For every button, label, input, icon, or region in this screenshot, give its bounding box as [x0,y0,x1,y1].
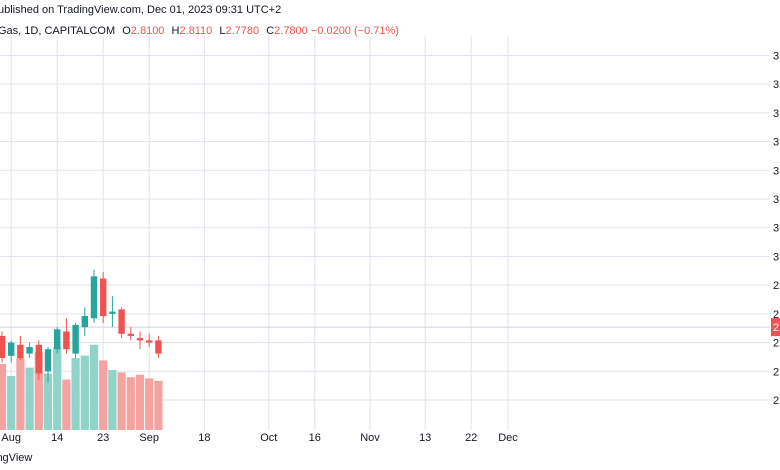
x-tick-label: 22 [465,432,477,444]
volume-bar [135,374,145,430]
candle-body [127,333,134,336]
last-price-label: 2 [773,322,779,334]
x-tick-label: 23 [97,432,109,444]
published-text: ublished on TradingView.com, Dec 01, 202… [0,4,282,16]
volume-bar [108,370,117,430]
y-tick-label: 3 [773,50,779,62]
candle-body [109,311,116,314]
candle-body [26,346,33,354]
volume-bar [62,379,71,430]
x-tick-label: 16 [309,432,321,444]
candle-body [44,349,52,372]
volume-bar [154,380,163,430]
candle-body [8,342,15,356]
high-label: H [171,25,180,37]
last-price-tag [771,318,780,337]
y-tick-label: 3 [773,79,779,91]
candle-body [81,316,88,328]
volume-bar [16,358,25,430]
candle-body [17,344,24,359]
ohlc-legend: Gas, 1D, CAPITALCOM O2.8100 H2.8110 L2.7… [0,25,399,37]
x-tick-label: 18 [198,432,210,444]
x-tick-label: Sep [139,432,159,444]
footer-brand: ingView [0,452,33,464]
volume-bar [0,364,7,430]
candle-body [118,309,125,334]
x-tick-label: 13 [419,432,431,444]
candle-body [146,340,153,343]
volume-bar [7,376,16,430]
volume-bar [71,358,80,430]
y-tick-label: 3 [773,194,779,206]
candle-body [155,340,162,354]
candle-body [90,276,98,319]
y-tick-label: 3 [773,165,779,177]
volume-bar [43,373,53,430]
change-value: −0.0200 (−0.71%) [310,25,399,37]
y-tick-label: 3 [773,137,779,149]
volume-bar [145,378,154,430]
x-tick-label: Dec [498,432,518,444]
low-value: 2.7780 [225,25,260,37]
volume-bar [34,352,43,430]
y-tick-label: 2 [773,395,779,407]
candle-body [0,335,6,359]
volume-bar [53,347,62,430]
volume-bar [117,372,126,430]
close-label: C [266,25,275,37]
candle-body [35,344,42,374]
symbol-label: Gas, 1D, CAPITALCOM [0,25,116,37]
candle-body [136,338,144,341]
x-tick-label: 14 [51,432,63,444]
y-tick-label: 2 [773,366,779,378]
y-tick-label: 3 [773,223,779,235]
low-label: L [219,25,226,37]
volume-bar [80,355,89,430]
x-tick-label: Aug [1,432,21,444]
candle-body [72,324,79,354]
volume-bar [99,360,108,430]
open-value: 2.8100 [130,25,165,37]
open-label: O [122,25,131,37]
x-tick-label: Oct [260,432,277,444]
y-tick-label: 2 [773,280,779,292]
x-tick-label: Nov [360,432,380,444]
volume-bar [89,344,99,430]
volume-bar [126,377,135,430]
candle-body [100,278,107,317]
y-tick-label: 2 [773,338,779,350]
y-tick-label: 2 [773,309,779,321]
high-value: 2.8110 [179,25,213,37]
y-tick-label: 3 [773,108,779,120]
candle-body [63,331,70,350]
volume-bar [25,367,34,430]
candle-body [54,329,61,350]
y-tick-label: 3 [773,251,779,263]
close-value: 2.7800 [274,25,308,37]
